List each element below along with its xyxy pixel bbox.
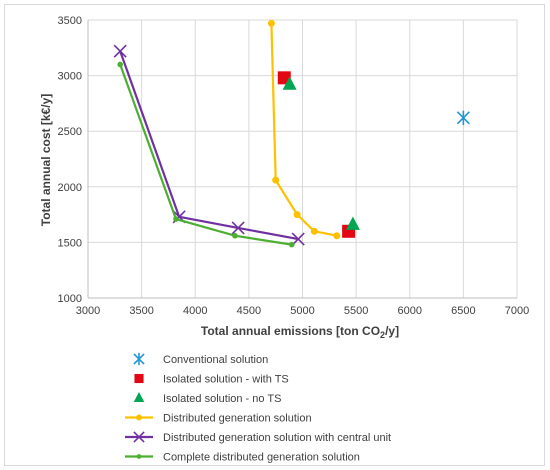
x-axis-title-end: /y] bbox=[385, 324, 399, 338]
plot-area bbox=[113, 19, 470, 248]
data-point bbox=[173, 216, 179, 222]
legend-label: Distributed generation solution with cen… bbox=[163, 432, 391, 444]
marker-stroke bbox=[231, 221, 245, 235]
y-tick-label: 1000 bbox=[58, 293, 82, 305]
marker-stroke bbox=[133, 431, 145, 443]
data-point bbox=[272, 176, 280, 184]
series-3 bbox=[267, 19, 341, 240]
series-2 bbox=[282, 76, 360, 230]
x-axis-title-main: Total annual emissions [ton CO bbox=[201, 324, 380, 338]
grid-lines bbox=[87, 19, 518, 299]
marker-stroke bbox=[291, 232, 305, 246]
y-axis-title: Total annual cost [k€/y] bbox=[39, 94, 53, 226]
x-tick-label: 6500 bbox=[451, 305, 475, 317]
x-tick-label: 6000 bbox=[398, 305, 422, 317]
data-point bbox=[333, 232, 341, 240]
legend-item: Isolated solution - no TS bbox=[133, 391, 281, 405]
legend-marker bbox=[133, 391, 145, 402]
legend-marker bbox=[136, 414, 142, 421]
x-axis-title: Total annual emissions [ton CO2/y] bbox=[201, 324, 399, 340]
data-point bbox=[231, 221, 245, 235]
legend-marker bbox=[136, 454, 142, 459]
data-point bbox=[291, 232, 305, 246]
data-point bbox=[293, 211, 301, 219]
legend: Conventional solution Isolated solution -… bbox=[125, 352, 391, 464]
legend-label: Conventional solution bbox=[163, 354, 268, 366]
legend-label: Isolated solution - with TS bbox=[163, 374, 289, 386]
axes bbox=[87, 20, 517, 299]
series-line bbox=[119, 64, 292, 246]
legend-marker bbox=[133, 431, 145, 443]
data-point bbox=[310, 227, 318, 235]
series-line bbox=[270, 23, 338, 237]
x-tick-label: 4000 bbox=[183, 305, 207, 317]
data-point bbox=[288, 241, 295, 248]
legend-marker bbox=[134, 373, 144, 384]
series-0 bbox=[456, 110, 470, 126]
y-tick-label: 3000 bbox=[58, 71, 82, 83]
series-1 bbox=[277, 71, 356, 238]
y-tick-label: 3500 bbox=[58, 15, 82, 27]
legend-label: Complete distributed generation solution bbox=[163, 452, 360, 464]
data-point bbox=[456, 110, 470, 126]
data-point bbox=[117, 61, 123, 68]
x-tick-label: 3000 bbox=[76, 305, 100, 317]
data-point bbox=[267, 19, 275, 27]
x-tick-label: 4500 bbox=[237, 305, 261, 317]
data-point bbox=[282, 76, 297, 90]
tick-labels: 3000 3500 4000 4500 5000 5500 6000 6500 7000 1000… bbox=[58, 15, 530, 317]
legend-item: Isolated solution - with TS bbox=[134, 373, 289, 386]
data-point bbox=[232, 232, 238, 239]
y-tick-label: 2500 bbox=[58, 126, 82, 138]
legend-label: Distributed generation solution bbox=[163, 413, 312, 425]
data-point bbox=[345, 216, 360, 230]
y-tick-label: 1500 bbox=[58, 237, 82, 249]
legend-item: Distributed generation solution bbox=[125, 413, 312, 425]
marker-stroke bbox=[113, 44, 127, 58]
x-axis-title-subscript: 2 bbox=[380, 330, 385, 340]
legend-item: Distributed generation solution with cen… bbox=[125, 431, 391, 444]
x-tick-label: 5000 bbox=[290, 305, 314, 317]
legend-item: Conventional solution bbox=[133, 352, 268, 366]
legend-item: Complete distributed generation solution bbox=[125, 452, 360, 464]
x-tick-label: 5500 bbox=[344, 305, 368, 317]
y-tick-label: 2000 bbox=[58, 182, 82, 194]
legend-label: Isolated solution - no TS bbox=[163, 393, 281, 405]
legend-marker bbox=[133, 352, 145, 366]
series-line bbox=[119, 50, 299, 241]
x-tick-label: 3500 bbox=[129, 305, 153, 317]
data-point bbox=[113, 44, 127, 58]
x-tick-label: 7000 bbox=[505, 305, 529, 317]
series-5 bbox=[117, 61, 295, 248]
